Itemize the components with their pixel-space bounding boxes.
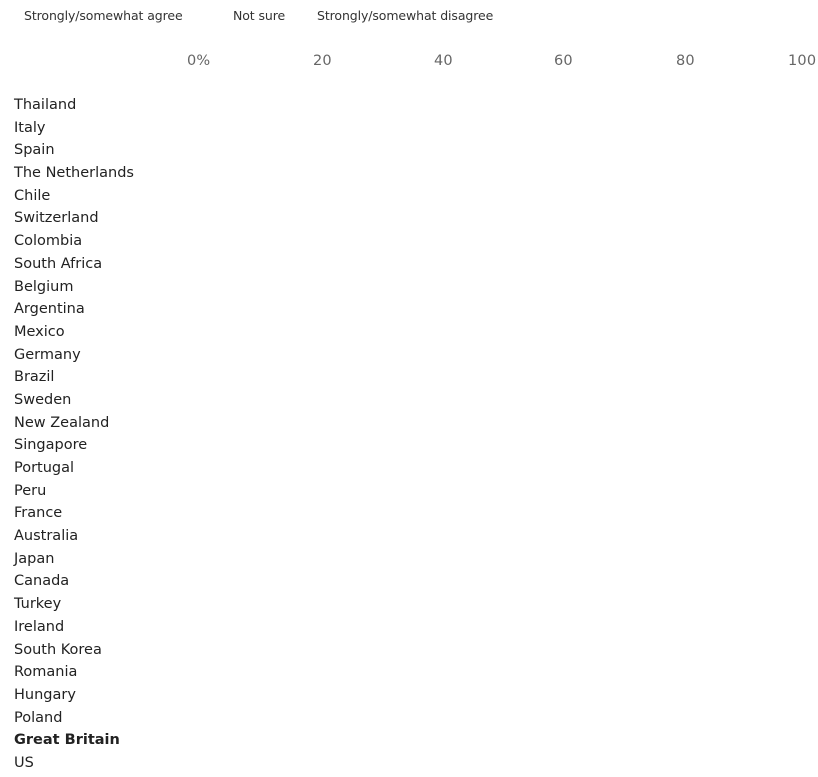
x-tick-label: 40	[434, 53, 453, 69]
category-label: Germany	[14, 346, 81, 363]
category-labels: Thailand Italy Spain The Netherlands Chile Sw…	[14, 96, 134, 777]
x-tick-label: 100	[788, 53, 817, 69]
legend-entry-not-sure: Not sure	[233, 8, 286, 23]
category-label: Hungary	[14, 686, 76, 703]
x-tick-label: 60	[554, 53, 573, 69]
category-label: Canada	[14, 573, 70, 590]
category-label: Singapore	[14, 437, 88, 454]
category-label: Poland	[14, 709, 63, 726]
x-tick-label: 20	[313, 53, 332, 69]
x-tick-label: 80	[676, 53, 695, 69]
category-label: Peru	[14, 482, 47, 499]
category-label: South Korea	[14, 641, 102, 658]
category-label: Thailand	[14, 97, 77, 113]
category-label: Brazil	[14, 369, 55, 386]
legend-entry-disagree: Strongly/somewhat disagree	[317, 8, 494, 23]
legend-entry-agree: Strongly/somewhat agree	[24, 8, 183, 23]
category-label: Belgium	[14, 278, 74, 295]
category-label: Japan	[14, 550, 55, 567]
category-label: Great Britain	[14, 732, 120, 749]
category-label: South Africa	[14, 255, 103, 272]
category-label: New Zealand	[14, 414, 110, 431]
category-label: Argentina	[14, 301, 85, 318]
category-label: The Netherlands	[14, 165, 134, 182]
x-tick-label: 0%	[187, 53, 211, 69]
category-label: Romania	[14, 664, 78, 681]
category-label: Mexico	[14, 323, 65, 340]
category-label: France	[14, 505, 63, 522]
category-label: Colombia	[14, 233, 83, 250]
category-label: Italy	[14, 119, 46, 136]
category-label: Sweden	[14, 391, 72, 408]
category-label: Australia	[14, 528, 79, 545]
category-label: Turkey	[14, 596, 62, 613]
category-label: Switzerland	[14, 210, 99, 227]
x-axis: 0% 20 40 60 80 100	[0, 53, 818, 73]
category-label: Portugal	[14, 460, 75, 476]
category-label: US	[14, 754, 34, 771]
category-label: Spain	[14, 142, 55, 159]
category-label: Ireland	[14, 618, 65, 635]
category-label: Chile	[14, 187, 51, 204]
